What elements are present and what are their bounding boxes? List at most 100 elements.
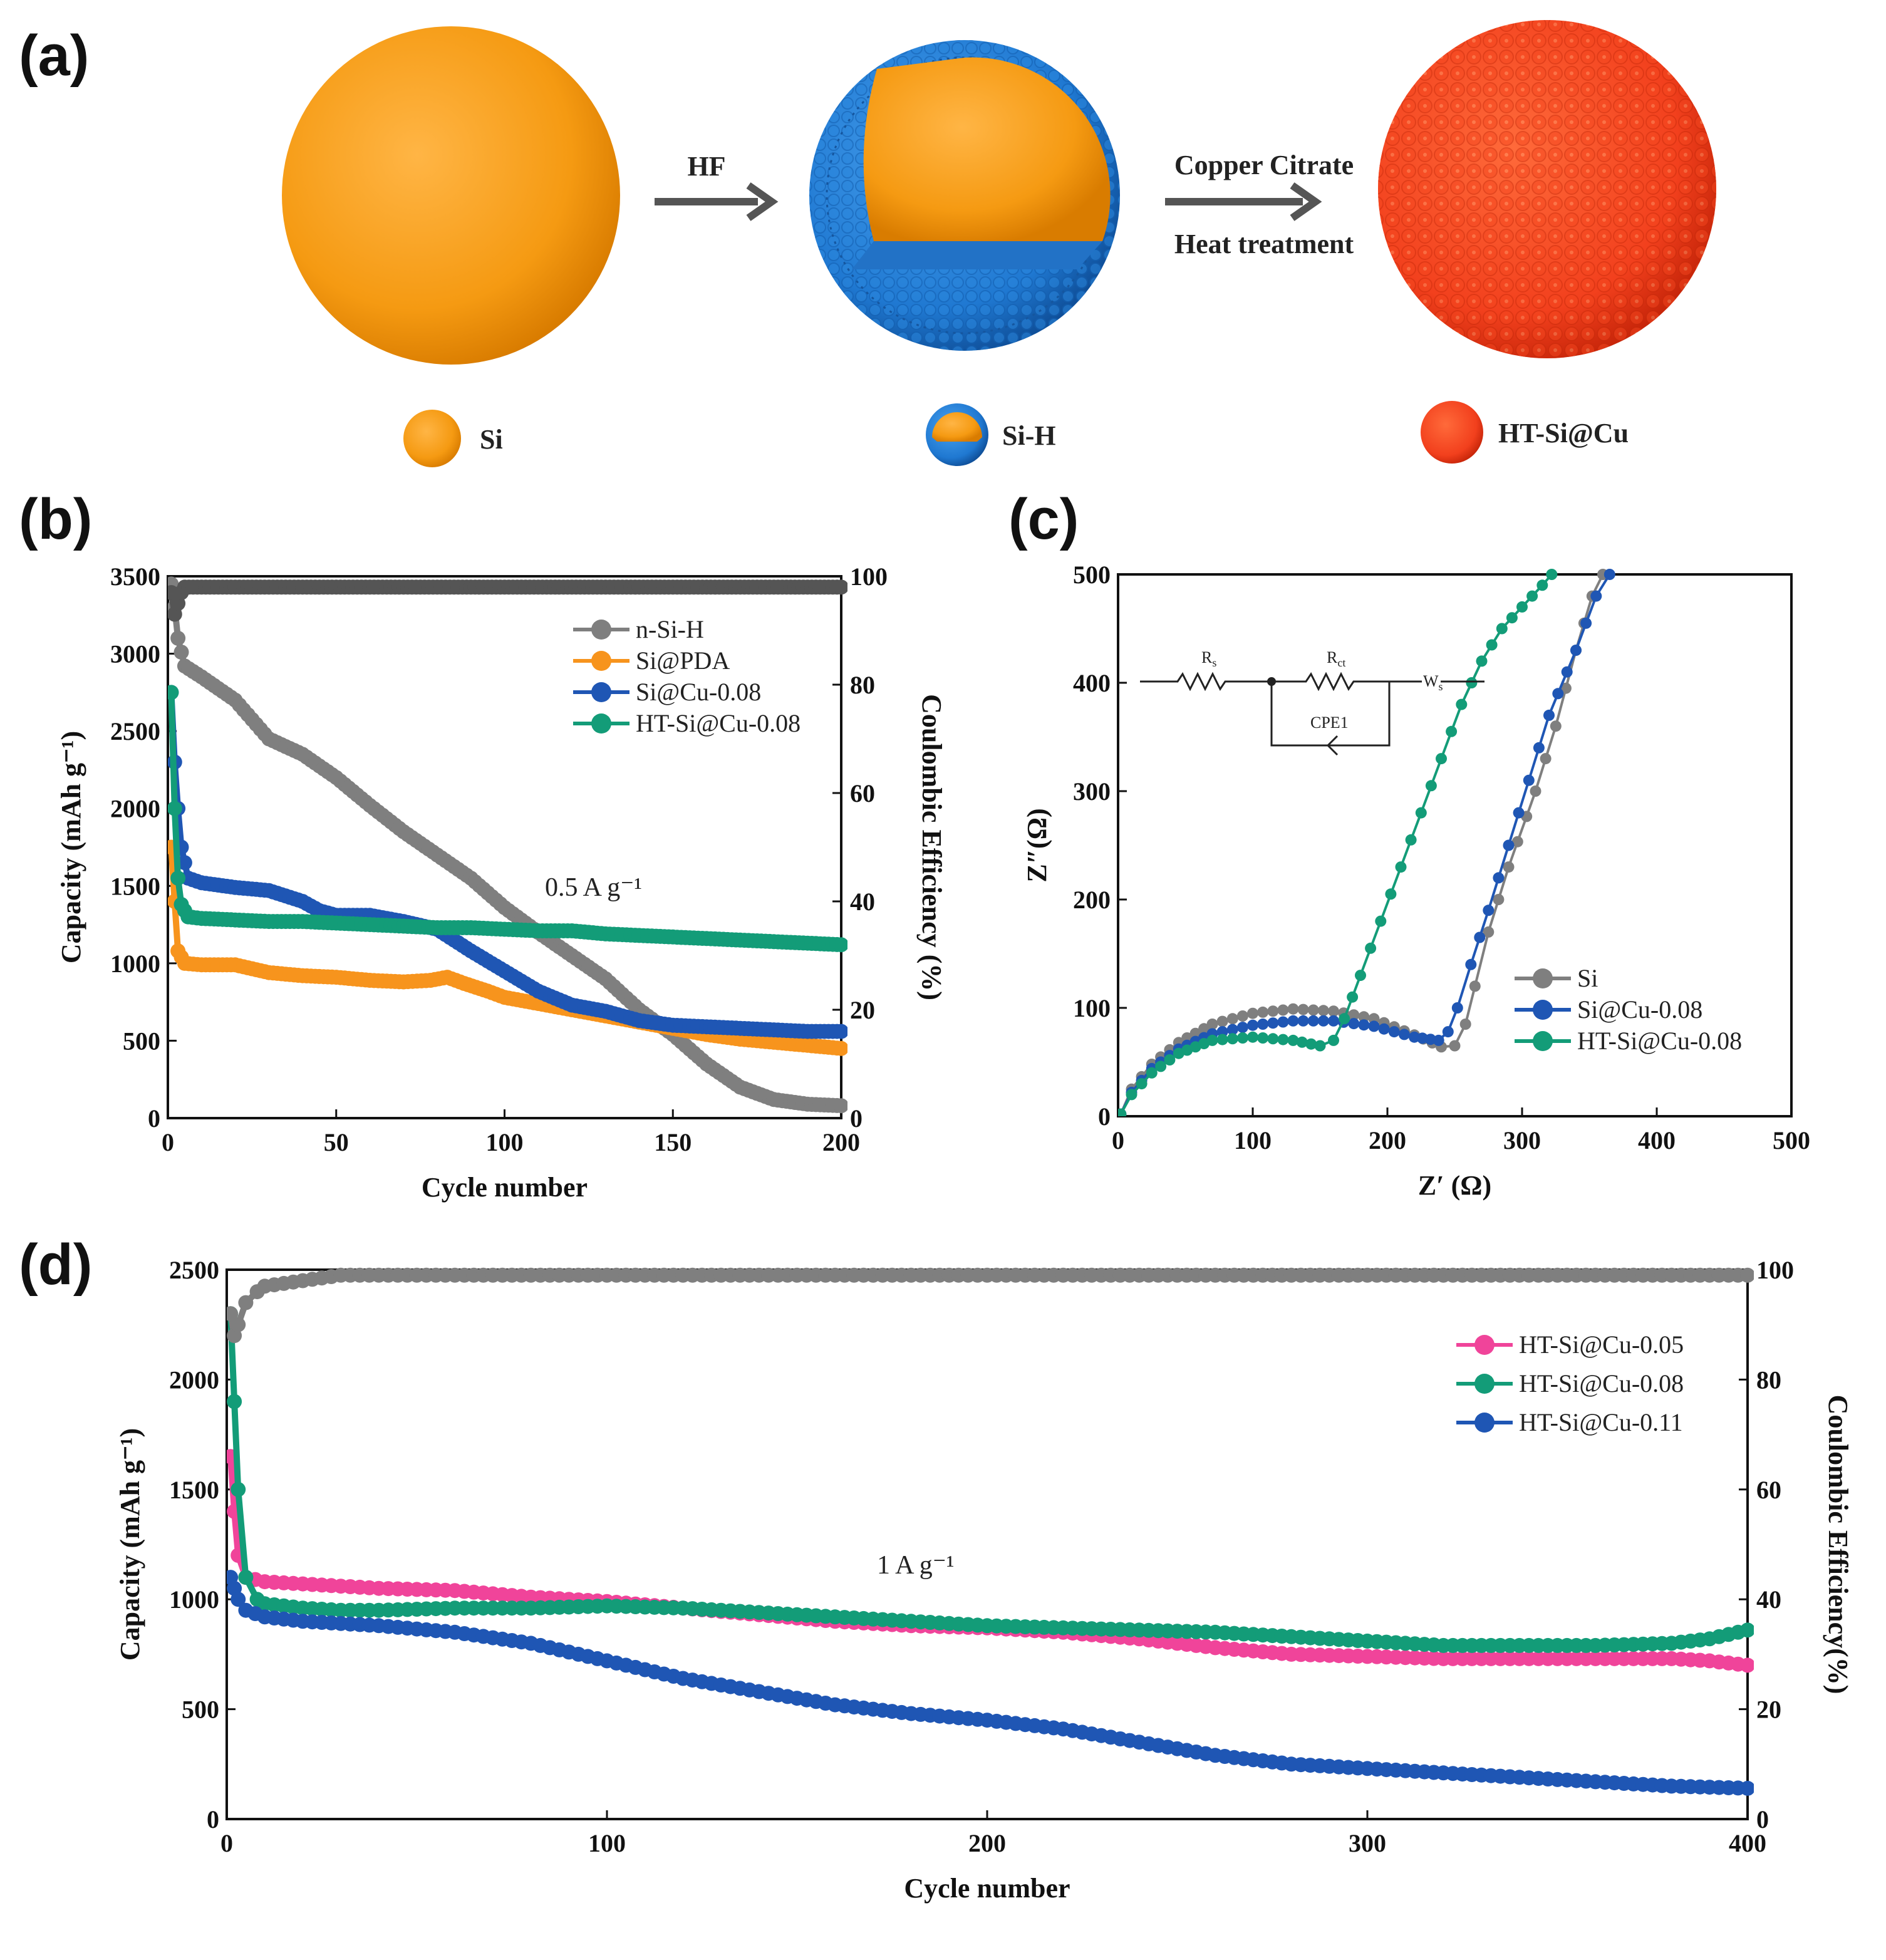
data-point	[1307, 1004, 1319, 1016]
series-ht-si-cu-0-08	[1118, 569, 1558, 1116]
data-point	[1155, 1060, 1167, 1072]
data-point	[1740, 1622, 1754, 1638]
data-point	[1446, 725, 1458, 737]
data-point	[1560, 682, 1572, 694]
y-tick-label: 200	[1073, 886, 1111, 914]
x-axis-title: Cycle number	[904, 1873, 1070, 1904]
data-point	[1296, 1036, 1308, 1048]
y2-tick-label: 100	[1756, 1256, 1794, 1284]
series-ce	[168, 579, 847, 622]
y2-tick-label: 20	[850, 996, 875, 1024]
si-sphere	[282, 26, 620, 365]
x-tick-label: 50	[324, 1128, 349, 1156]
x-axis-title: Cycle number	[422, 1172, 588, 1203]
data-point	[1277, 1016, 1289, 1028]
data-point	[1456, 698, 1468, 710]
series-si-cu-0-08	[168, 685, 847, 1039]
series-ht-si-cu-0-11	[227, 1570, 1754, 1796]
data-point	[1493, 872, 1505, 884]
data-point	[238, 1570, 254, 1585]
legend-si-icon	[403, 410, 461, 467]
data-point	[1516, 601, 1528, 613]
data-point	[1236, 1022, 1248, 1034]
chart-c: 0 100 200 300 400 500 0 100 200 300 400 500 Z′ (Ω) Z″…	[1022, 561, 1810, 1201]
data-point	[1216, 1034, 1228, 1045]
data-point	[1287, 1003, 1299, 1015]
data-point	[1348, 1009, 1360, 1021]
data-point	[1486, 639, 1498, 651]
data-point	[1297, 1015, 1309, 1027]
series-n-si-h	[168, 576, 847, 1114]
panel-c-label: (c)	[1008, 487, 1079, 551]
legend-label: Si@PDA	[636, 646, 730, 675]
data-point	[1247, 1007, 1258, 1019]
x-tick-label: 0	[1112, 1126, 1124, 1154]
x-tick-label: 150	[654, 1128, 692, 1156]
data-point	[1226, 1033, 1238, 1045]
y-tick-label: 500	[123, 1027, 160, 1055]
data-point	[1236, 1032, 1248, 1044]
data-point	[1530, 786, 1541, 797]
data-point	[1449, 1040, 1461, 1052]
y2-tick-label: 80	[1756, 1366, 1781, 1394]
y-tick-label: 1500	[169, 1476, 219, 1504]
data-point	[231, 1317, 246, 1332]
data-point	[1513, 807, 1525, 819]
data-point	[1297, 1003, 1309, 1015]
data-point	[1247, 1031, 1258, 1043]
data-point	[1550, 720, 1562, 732]
data-point	[1483, 926, 1495, 938]
legend-si: Si	[403, 410, 503, 467]
data-point	[1378, 1023, 1390, 1035]
legend-entry: Si	[1515, 964, 1598, 992]
y2-axis-title: Coulombic Efficiency(%)	[1823, 1395, 1853, 1694]
data-point	[1267, 1005, 1279, 1017]
y2-tick-label: 0	[850, 1104, 863, 1133]
data-point	[227, 1394, 242, 1409]
legend-label: Si@Cu-0.08	[1577, 995, 1702, 1024]
data-point	[1496, 623, 1508, 635]
series-line	[227, 1272, 1748, 1337]
data-point	[1189, 1027, 1201, 1039]
data-point	[1740, 1267, 1754, 1283]
data-point	[1476, 655, 1488, 667]
data-point	[1226, 1024, 1238, 1035]
y2-tick-label: 40	[1756, 1585, 1781, 1614]
data-point	[170, 630, 186, 646]
x-tick-label: 100	[486, 1128, 524, 1156]
inset-rct: Rct	[1327, 648, 1345, 669]
legend-marker	[1533, 968, 1553, 988]
data-point	[1493, 894, 1505, 905]
data-point	[1328, 1034, 1339, 1046]
data-point	[1580, 617, 1592, 629]
rate-annotation: 1 A g⁻¹	[877, 1551, 954, 1580]
data-point	[1523, 774, 1535, 786]
x-tick-label: 100	[1234, 1126, 1272, 1154]
data-point	[1459, 1019, 1471, 1030]
panel-c: (c) 0 100 200 300 400 500 0 100 200 300 400 500 Z′ (…	[1008, 487, 1810, 1201]
data-point	[1347, 991, 1359, 1003]
arrow-hf-head	[746, 182, 779, 221]
legend-label: HT-Si@Cu-0.05	[1519, 1330, 1684, 1359]
data-point	[1257, 1032, 1269, 1044]
legend-si-h-label: Si-H	[1002, 420, 1056, 451]
data-point	[1247, 1019, 1258, 1031]
y-tick-label: 1000	[169, 1585, 219, 1614]
legend-marker	[591, 682, 611, 702]
data-point	[1189, 1041, 1201, 1053]
data-point	[1546, 569, 1558, 580]
legend-si-label: Si	[480, 424, 503, 455]
legend-label: HT-Si@Cu-0.08	[1519, 1369, 1684, 1397]
data-point	[1511, 836, 1523, 848]
data-point	[1561, 666, 1573, 678]
y-tick-label: 2000	[110, 795, 160, 823]
data-point	[1328, 1005, 1339, 1017]
data-point	[1536, 579, 1548, 591]
data-point	[1216, 1026, 1228, 1038]
legend-entry: n-Si-H	[573, 615, 704, 643]
y-tick-label: 2500	[169, 1256, 219, 1284]
data-point	[170, 870, 186, 886]
x-tick-label: 300	[1503, 1126, 1541, 1154]
data-point	[1466, 677, 1478, 688]
